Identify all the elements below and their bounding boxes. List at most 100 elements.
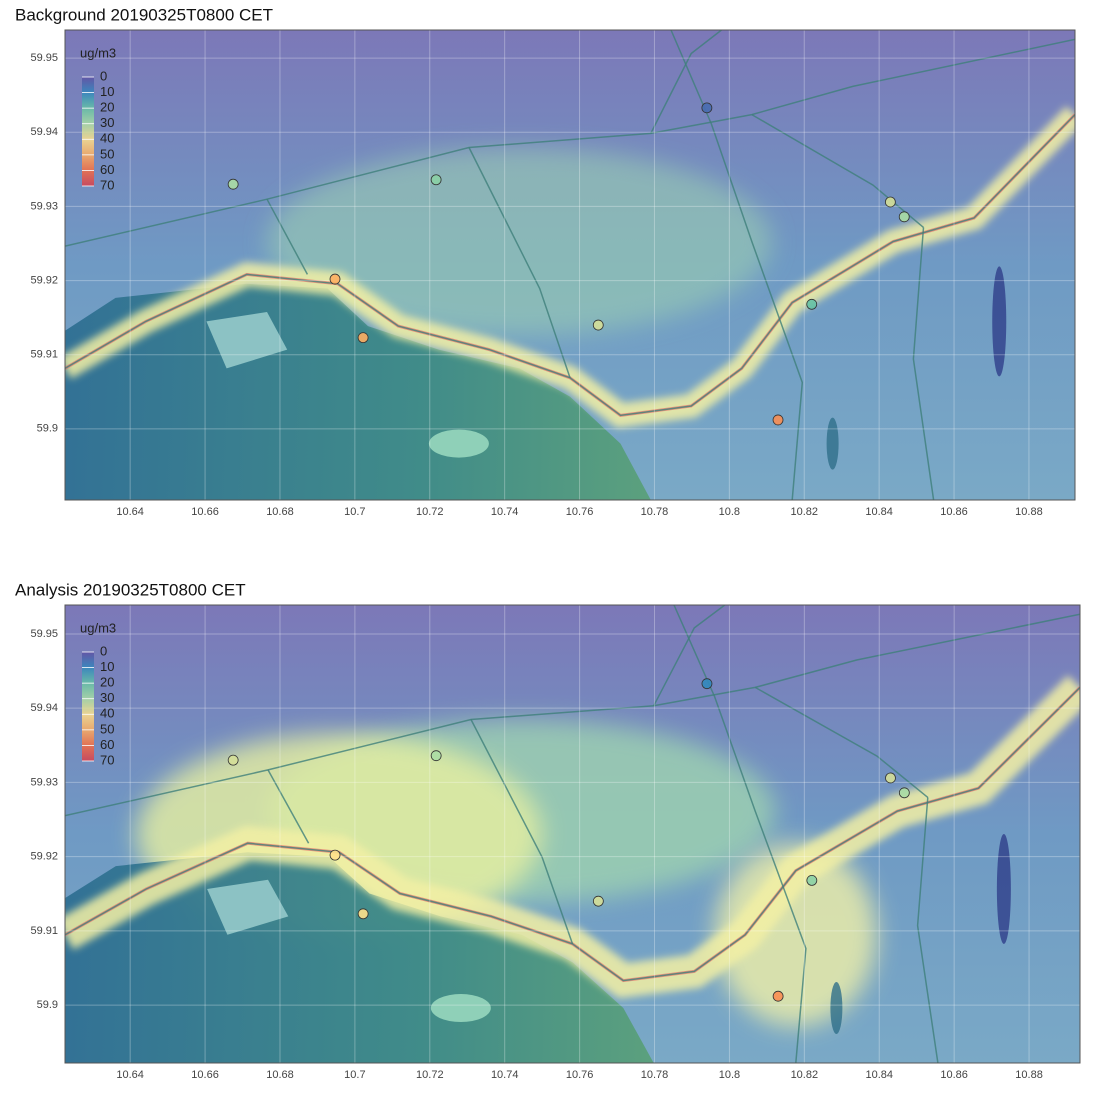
lake [996,833,1011,944]
sea [65,283,651,500]
colorbar-label: 50 [100,721,114,736]
colorbar-label: 60 [100,162,114,177]
station [227,178,239,190]
x-tick-label: 10.74 [491,506,519,518]
y-tick-label: 59.91 [30,349,58,361]
x-tick-label: 10.86 [940,506,968,518]
y-tick-label: 59.95 [30,52,58,64]
road [65,686,1080,982]
x-tick-label: 10.78 [641,506,669,518]
y-tick-label: 59.92 [30,274,58,286]
island [207,879,289,935]
x-tick-label: 10.76 [566,1069,594,1081]
road [670,30,804,500]
x-tick-label: 10.78 [641,1069,669,1081]
colorbar-label: 0 [100,643,107,658]
colorbar-label: 70 [100,177,114,192]
x-tick-label: 10.7 [344,1069,365,1081]
y-tick-label: 59.94 [30,702,58,714]
road [754,686,929,798]
road [267,769,310,844]
colorbar-label: 70 [100,752,114,767]
station [884,196,896,208]
x-tick-label: 10.88 [1015,506,1043,518]
x-tick-label: 10.8 [719,1069,740,1081]
road [916,797,939,1063]
island [430,994,491,1023]
road [470,719,574,945]
colorbar-label: 40 [100,706,114,721]
station [357,332,369,344]
x-tick-label: 10.7 [344,506,365,518]
x-tick-label: 10.64 [116,506,144,518]
road [912,227,935,500]
x-tick-label: 10.76 [566,506,594,518]
island [428,429,489,458]
x-tick-label: 10.84 [865,506,893,518]
colorbar-label: 50 [100,146,114,161]
y-tick-label: 59.95 [30,628,58,640]
y-tick-label: 59.9 [37,423,58,435]
legend-title: ug/m3 [80,620,116,635]
colorbar-label: 60 [100,737,114,752]
x-tick-label: 10.68 [266,506,294,518]
station [592,319,604,331]
island [206,312,288,369]
station [772,990,784,1002]
lake [826,417,839,470]
station [898,211,910,223]
road [653,605,726,707]
road [65,114,1075,417]
station [701,678,713,690]
station [592,895,604,907]
y-tick-label: 59.9 [37,999,58,1011]
x-tick-label: 10.72 [416,1069,444,1081]
station [357,908,369,920]
map-title: Analysis 20190325T0800 CET [15,580,246,599]
lake [830,982,843,1035]
map-border [64,29,1076,501]
x-tick-label: 10.64 [116,1069,144,1081]
map-area [65,605,1080,1063]
y-tick-label: 59.93 [30,200,58,212]
x-tick-label: 10.86 [940,1069,968,1081]
road [673,605,807,1063]
x-tick-label: 10.88 [1015,1069,1043,1081]
x-tick-label: 10.74 [491,1069,519,1081]
x-tick-label: 10.68 [266,1069,294,1081]
map-panel: Analysis 20190325T0800 CET 10.64 10.66 10.6… [15,580,1081,1081]
heat-blob [714,843,877,1027]
x-tick-label: 10.84 [865,1069,893,1081]
x-tick-label: 10.82 [790,506,818,518]
lake [992,266,1007,377]
road [468,147,571,379]
sea [65,852,654,1063]
station [885,772,896,784]
station [898,787,910,799]
station [772,414,784,426]
colorbar-label: 10 [100,84,114,99]
station [329,849,341,861]
x-tick-label: 10.8 [719,506,740,518]
colorbar-label: 20 [100,675,114,690]
legend-title: ug/m3 [80,45,116,60]
colorbar [82,77,94,186]
station [430,750,442,762]
station [806,874,818,886]
y-tick-label: 59.92 [30,851,58,863]
y-tick-label: 59.91 [30,925,58,937]
y-tick-label: 59.93 [30,776,58,788]
colorbar-label: 0 [100,68,107,83]
station [701,102,713,114]
x-tick-label: 10.66 [191,506,219,518]
colorbar-label: 30 [100,690,114,705]
map-border [64,604,1081,1064]
colorbar-label: 10 [100,659,114,674]
station [227,754,239,766]
colorbar [82,652,94,761]
map-title: Background 20190325T0800 CET [15,5,273,24]
x-tick-label: 10.82 [791,1069,819,1081]
road [266,198,309,275]
colorbar-label: 30 [100,115,114,130]
